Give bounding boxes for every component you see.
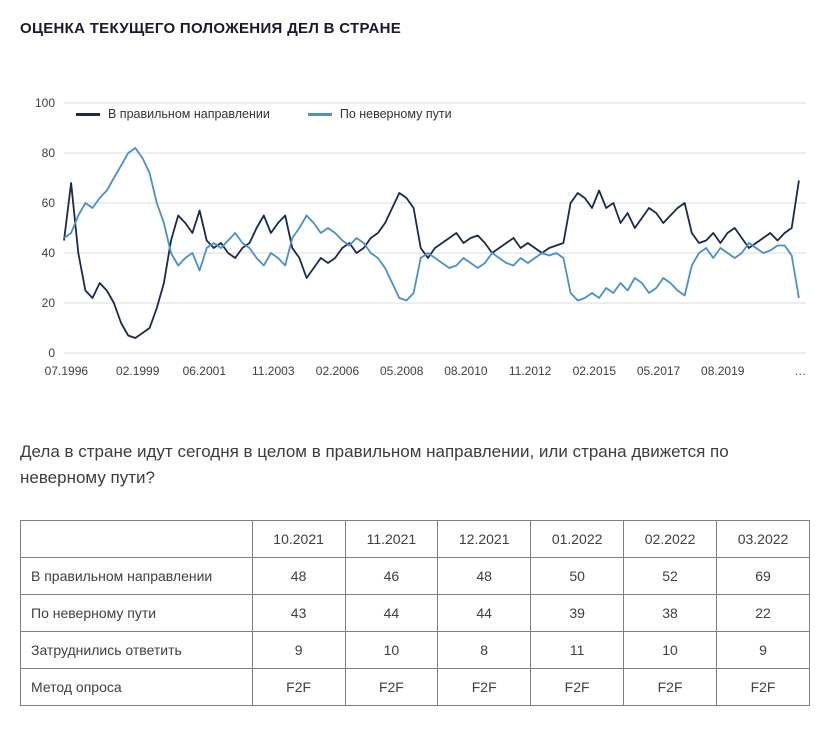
table-cell: F2F [251,668,346,706]
table-cell: 50 [530,557,625,595]
results-table: 10.2021 11.2021 12.2021 01.2022 02.2022 03.20… [20,520,810,706]
table-cell: F2F [344,668,439,706]
x-axis-tick-label: 05.2008 [380,364,424,378]
x-axis-tick-label: 02.2015 [573,364,617,378]
x-axis-tick-label: 02.2006 [316,364,360,378]
table-col-header: 12.2021 [437,520,532,558]
x-axis-tick-label: 11.2012 [509,364,552,378]
table-cell: 9 [251,631,346,669]
table-cell: 11 [530,631,625,669]
y-axis-tick-label: 0 [48,346,55,360]
table-cell: 10 [623,631,718,669]
y-axis-tick-label: 80 [42,146,56,160]
x-axis-tick-label: 11.2003 [252,364,295,378]
table-cell: 46 [344,557,439,595]
survey-question: Дела в стране идут сегодня в целом в пра… [20,442,729,487]
table-row: Затруднились ответить 9 10 8 11 10 9 [20,631,810,669]
table-cell: 44 [437,594,532,632]
table-col-header: 01.2022 [530,520,625,558]
table-header-row: 10.2021 11.2021 12.2021 01.2022 02.2022 03.20… [20,520,810,558]
y-axis-tick-label: 40 [42,246,56,260]
x-axis-tick-label: 07.1996 [45,364,89,378]
series-line-0 [63,180,800,339]
table-cell: F2F [437,668,532,706]
table-cell: 10 [344,631,439,669]
legend-item: По неверному пути [307,107,452,121]
x-axis-tick-label: 05.2017 [637,364,681,378]
y-axis-tick-label: 20 [42,296,56,310]
table-cell: 43 [251,594,346,632]
table-cell: 48 [437,557,532,595]
legend-label: По неверному пути [339,107,452,121]
table-row-label: По неверному пути [20,594,253,632]
line-chart-canvas: 0 20 40 60 80 100 07.1996 02.1999 06.2001 11.2003… [35,96,806,378]
table-col-header: 03.2022 [716,520,810,558]
chart-legend: В правильном направлении По неверному пут… [76,107,452,121]
table-cell: 22 [716,594,810,632]
x-axis-tick-label: 08.2010 [444,364,488,378]
series-line-1 [63,147,800,302]
legend-label: В правильном направлении [108,107,270,121]
table-cell: 8 [437,631,532,669]
table-col-header [20,520,253,558]
table-col-header: 10.2021 [251,520,346,558]
table-cell: F2F [716,668,810,706]
table-row-label: Затруднились ответить [20,631,253,669]
page-title: ОЦЕНКА ТЕКУЩЕГО ПОЛОЖЕНИЯ ДЕЛ В СТРАНЕ [20,20,402,37]
table-cell: F2F [530,668,625,706]
table-col-header: 02.2022 [623,520,718,558]
table-row: По неверному пути 43 44 44 39 38 22 [20,594,810,632]
table-cell: 9 [716,631,810,669]
table-cell: 38 [623,594,718,632]
table-cell: 44 [344,594,439,632]
table-cell: 48 [251,557,346,595]
table-row: Метод опроса F2F F2F F2F F2F F2F F2F [20,668,810,706]
table-cell: 39 [530,594,625,632]
legend-item: В правильном направлении [76,107,270,121]
table-row-label: В правильном направлении [20,557,253,595]
x-axis-tick-label: … [794,364,806,378]
x-axis-tick-label: 08.2019 [701,364,745,378]
y-axis-tick-label: 100 [35,96,55,110]
x-axis-tick-label: 06.2001 [183,364,227,378]
y-axis-tick-label: 60 [42,196,56,210]
trend-chart: В правильном направлении По неверному пут… [18,93,818,393]
x-axis-tick-label: 02.1999 [116,364,160,378]
table-cell: 69 [716,557,810,595]
legend-line-swatch [307,112,332,116]
table-cell: F2F [623,668,718,706]
legend-line-swatch [76,112,100,116]
table-row: В правильном направлении 48 46 48 50 52 69 [20,557,810,595]
table-cell: 52 [623,557,718,595]
table-col-header: 11.2021 [344,520,439,558]
table-row-label: Метод опроса [20,668,253,706]
